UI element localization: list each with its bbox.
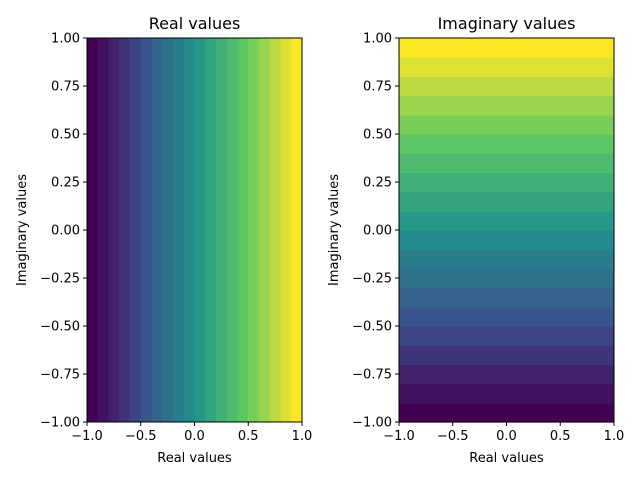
subplot-imaginary: Imaginary values −1.0 −0.5 0.0 0.5 1.0 −1.00…: [327, 14, 624, 466]
y-tick-label: 0.00: [363, 224, 392, 239]
heatmap-cells: [399, 38, 614, 423]
x-tick-label: −1.0: [383, 429, 415, 444]
heatmap-cell: [248, 38, 260, 422]
x-tick-label: 0.5: [550, 429, 571, 444]
heatmap-cell: [399, 38, 614, 58]
x-tick-label: 0.0: [496, 429, 517, 444]
y-axis-label: Imaginary values: [15, 174, 30, 286]
heatmap-cell: [399, 134, 614, 154]
y-axis: −1.00 −0.75 −0.50 −0.25 0.00 0.25 0.50 0.75 1.00: [40, 32, 87, 431]
heatmap-cell: [291, 38, 303, 422]
heatmap-cell: [97, 38, 110, 422]
heatmap-cell: [399, 153, 614, 173]
x-tick-label: 0.0: [184, 429, 205, 444]
heatmap-cell: [399, 306, 614, 327]
heatmap-cell: [399, 172, 614, 193]
x-axis: −1.0 −0.5 0.0 0.5 1.0: [71, 422, 312, 444]
heatmap-cell: [108, 38, 120, 422]
heatmap-cell: [183, 38, 196, 422]
y-tick-label: 0.50: [363, 128, 392, 143]
heatmap-cell: [140, 38, 153, 422]
heatmap-cell: [399, 230, 614, 250]
y-tick-label: −1.00: [352, 416, 392, 431]
heatmap-cell: [399, 268, 614, 289]
heatmap-cell: [216, 38, 228, 422]
heatmap-cell: [173, 38, 185, 422]
y-tick-label: 0.75: [363, 80, 392, 95]
y-tick-label: 0.25: [51, 176, 80, 191]
heatmap-cell: [280, 38, 292, 422]
x-tick-label: 1.0: [604, 429, 625, 444]
y-tick-label: −0.25: [40, 272, 80, 287]
heatmap-cell: [399, 76, 614, 97]
heatmap-cell: [226, 38, 239, 422]
subplot-real: Real values −1.0 −0.5 0.0 0.5 1.0 −1.00 −0.75…: [15, 14, 312, 466]
x-tick-label: 1.0: [292, 429, 313, 444]
heatmap-cell: [399, 210, 614, 231]
heatmap-cell: [399, 114, 614, 135]
heatmap-cell: [399, 345, 614, 365]
heatmap-cell: [399, 326, 614, 346]
x-axis-label: Real values: [469, 451, 544, 466]
x-tick-label: −0.5: [125, 429, 157, 444]
heatmap-cell: [399, 287, 614, 308]
heatmap-cell: [399, 95, 614, 116]
heatmap-cell: [269, 38, 282, 422]
heatmap-cell: [399, 249, 614, 269]
heatmap-cell: [119, 38, 131, 422]
heatmap-cell: [205, 38, 217, 422]
y-tick-label: 1.00: [51, 32, 80, 47]
y-tick-label: 0.00: [51, 224, 80, 239]
y-tick-label: 0.25: [363, 176, 392, 191]
y-tick-label: 0.50: [51, 128, 80, 143]
y-tick-label: −0.50: [40, 320, 80, 335]
heatmap-cell: [399, 383, 614, 404]
y-tick-label: 0.75: [51, 80, 80, 95]
heatmap-cell: [130, 38, 142, 422]
heatmap-cell: [237, 38, 249, 422]
x-tick-label: 0.5: [238, 429, 259, 444]
chart-title: Real values: [149, 14, 241, 33]
y-tick-label: −1.00: [40, 416, 80, 431]
x-tick-label: −1.0: [71, 429, 103, 444]
x-tick-label: −0.5: [437, 429, 469, 444]
heatmap-cell: [399, 191, 614, 212]
heatmap-cell: [399, 57, 614, 77]
y-tick-label: −0.75: [40, 368, 80, 383]
y-axis: −1.00 −0.75 −0.50 −0.25 0.00 0.25 0.50 0.75 1.00: [352, 32, 399, 431]
y-tick-label: −0.25: [352, 272, 392, 287]
heatmap-cell: [259, 38, 271, 422]
y-tick-label: 1.00: [363, 32, 392, 47]
heatmap-cells: [87, 38, 303, 422]
y-tick-label: −0.75: [352, 368, 392, 383]
heatmap-cell: [399, 364, 614, 385]
heatmap-cell: [87, 38, 99, 422]
y-axis-label: Imaginary values: [327, 174, 342, 286]
x-axis-label: Real values: [157, 451, 232, 466]
heatmap-cell: [151, 38, 163, 422]
heatmap-cell: [162, 38, 174, 422]
heatmap-cell: [194, 38, 206, 422]
chart-title: Imaginary values: [438, 14, 576, 33]
heatmap-cell: [399, 402, 614, 423]
y-tick-label: −0.50: [352, 320, 392, 335]
x-axis: −1.0 −0.5 0.0 0.5 1.0: [383, 422, 624, 444]
